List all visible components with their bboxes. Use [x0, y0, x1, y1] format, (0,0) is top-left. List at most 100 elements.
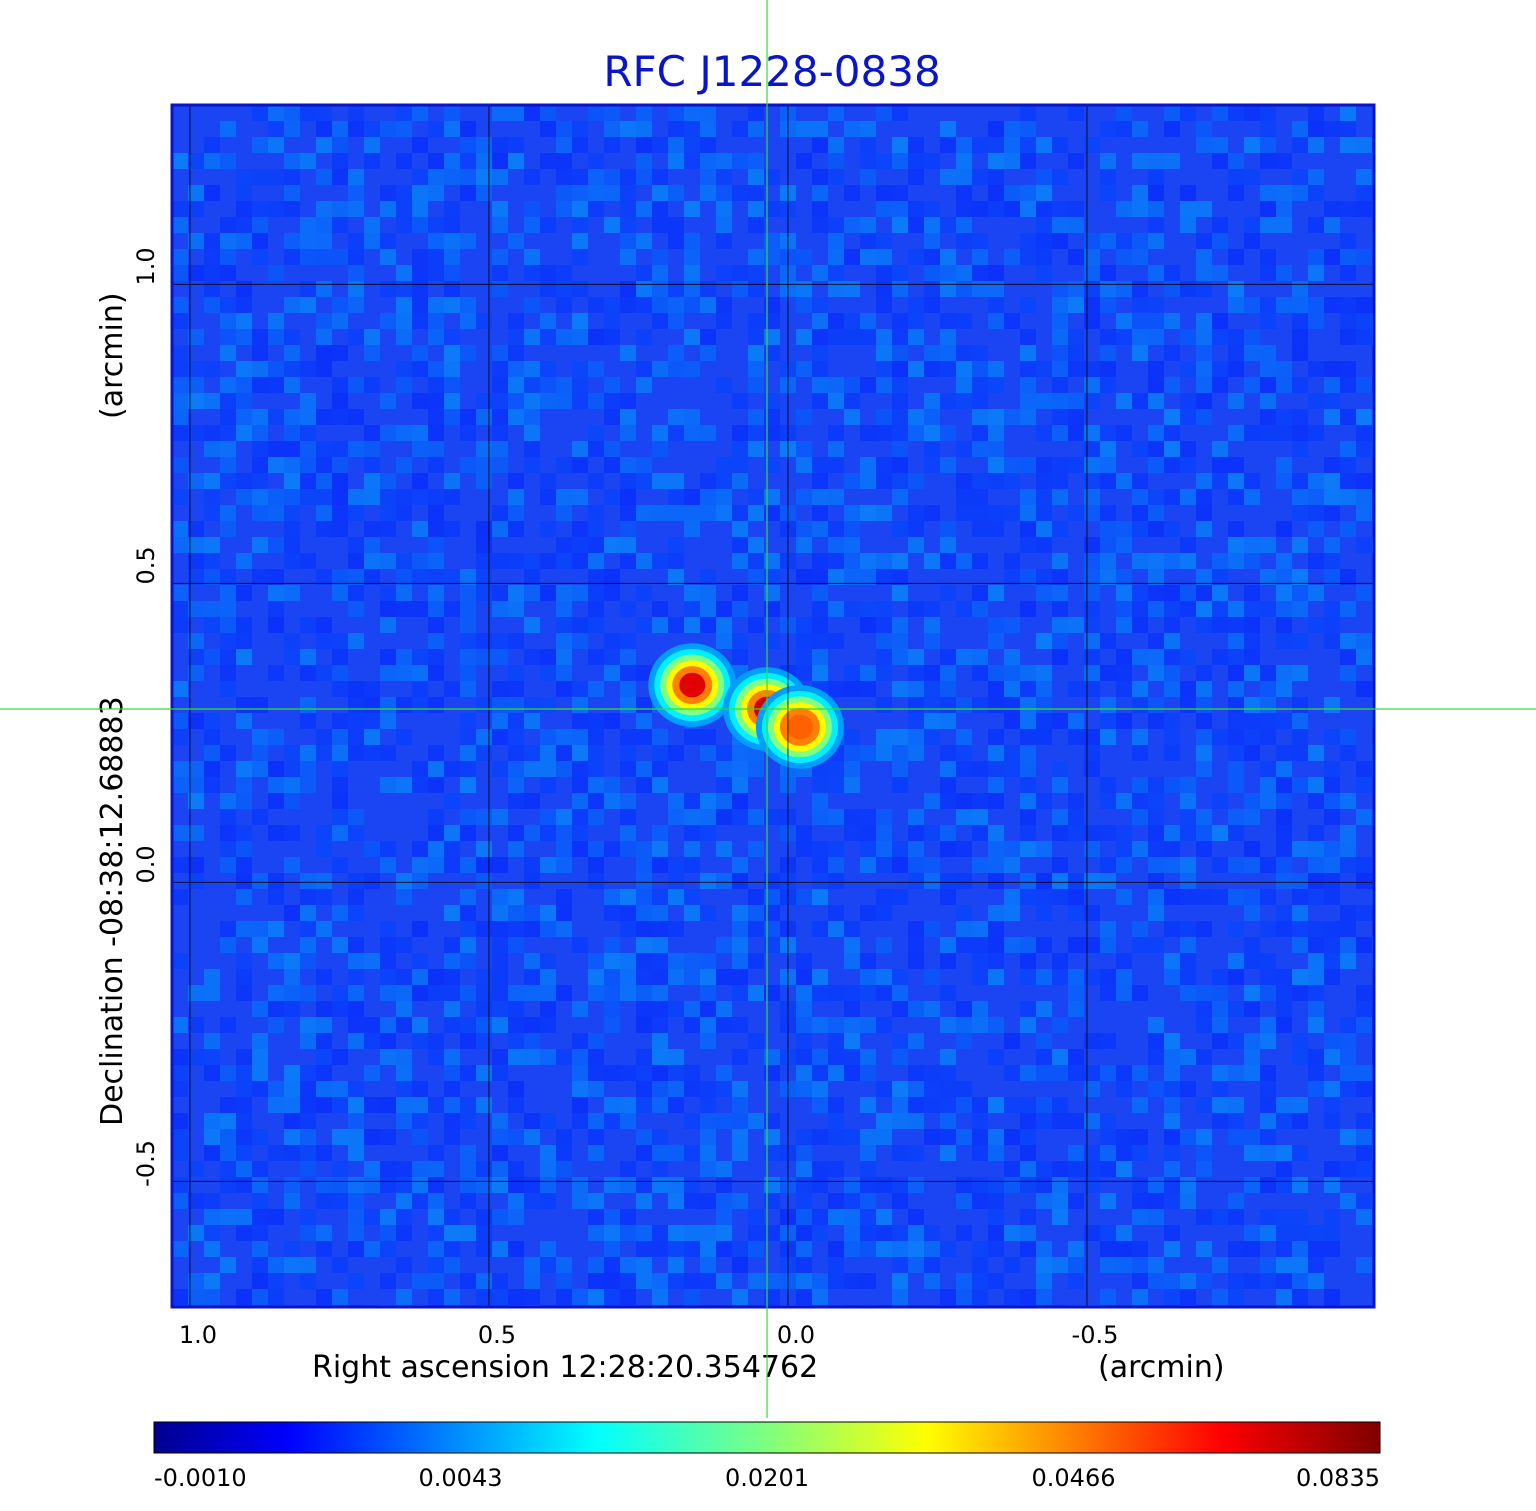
noise-cell — [1212, 729, 1228, 745]
noise-cell — [1116, 825, 1132, 841]
noise-cell — [172, 1113, 188, 1129]
noise-cell — [588, 1065, 604, 1081]
noise-cell — [1036, 1289, 1052, 1305]
noise-cell — [796, 329, 812, 345]
noise-cell — [380, 585, 396, 601]
noise-cell — [220, 825, 236, 841]
noise-cell — [508, 745, 524, 761]
noise-cell — [268, 1001, 284, 1017]
noise-cell — [924, 441, 940, 457]
noise-cell — [428, 169, 444, 185]
noise-cell — [316, 569, 332, 585]
noise-cell — [412, 1033, 428, 1049]
noise-cell — [860, 169, 876, 185]
noise-cell — [396, 585, 412, 601]
noise-cell — [1276, 873, 1292, 889]
noise-cell — [1020, 1017, 1036, 1033]
noise-cell — [700, 985, 716, 1001]
noise-cell — [684, 585, 700, 601]
noise-cell — [204, 1225, 220, 1241]
noise-cell — [604, 537, 620, 553]
noise-cell — [684, 825, 700, 841]
noise-cell — [1196, 1001, 1212, 1017]
noise-cell — [1164, 633, 1180, 649]
noise-cell — [812, 1049, 828, 1065]
noise-cell — [1020, 713, 1036, 729]
noise-cell — [748, 281, 764, 297]
noise-cell — [748, 489, 764, 505]
noise-cell — [1052, 201, 1068, 217]
noise-cell — [348, 937, 364, 953]
noise-cell — [1228, 969, 1244, 985]
noise-cell — [732, 1113, 748, 1129]
noise-cell — [428, 617, 444, 633]
noise-cell — [1100, 361, 1116, 377]
noise-cell — [1196, 1017, 1212, 1033]
noise-cell — [1340, 1065, 1356, 1081]
noise-cell — [476, 153, 492, 169]
noise-cell — [700, 425, 716, 441]
noise-cell — [988, 761, 1004, 777]
noise-cell — [700, 745, 716, 761]
noise-cell — [1164, 265, 1180, 281]
noise-cell — [1036, 201, 1052, 217]
noise-cell — [940, 361, 956, 377]
noise-cell — [412, 681, 428, 697]
noise-cell — [924, 729, 940, 745]
noise-cell — [604, 953, 620, 969]
noise-cell — [828, 521, 844, 537]
noise-cell — [252, 489, 268, 505]
noise-cell — [668, 281, 684, 297]
noise-cell — [732, 601, 748, 617]
noise-cell — [588, 537, 604, 553]
noise-cell — [188, 649, 204, 665]
noise-cell — [460, 713, 476, 729]
noise-cell — [860, 377, 876, 393]
noise-cell — [204, 1145, 220, 1161]
noise-cell — [620, 473, 636, 489]
noise-cell — [204, 393, 220, 409]
noise-cell — [860, 473, 876, 489]
noise-cell — [1020, 121, 1036, 137]
noise-cell — [508, 1241, 524, 1257]
noise-cell — [1004, 1161, 1020, 1177]
noise-cell — [940, 169, 956, 185]
noise-cell — [364, 953, 380, 969]
plot-area — [170, 103, 1376, 1309]
noise-cell — [1212, 1113, 1228, 1129]
noise-cell — [268, 537, 284, 553]
noise-cell — [460, 169, 476, 185]
noise-cell — [588, 585, 604, 601]
noise-cell — [844, 953, 860, 969]
noise-cell — [908, 713, 924, 729]
noise-cell — [1340, 489, 1356, 505]
noise-cell — [716, 873, 732, 889]
noise-cell — [940, 521, 956, 537]
noise-cell — [284, 761, 300, 777]
noise-cell — [252, 505, 268, 521]
noise-cell — [796, 1209, 812, 1225]
noise-cell — [524, 985, 540, 1001]
noise-cell — [364, 153, 380, 169]
noise-cell — [300, 1097, 316, 1113]
noise-cell — [348, 1209, 364, 1225]
noise-cell — [812, 489, 828, 505]
noise-cell — [1132, 233, 1148, 249]
noise-cell — [716, 761, 732, 777]
noise-cell — [1084, 1033, 1100, 1049]
noise-cell — [796, 297, 812, 313]
noise-cell — [332, 985, 348, 1001]
noise-cell — [428, 825, 444, 841]
noise-cell — [1244, 329, 1260, 345]
noise-cell — [1052, 1113, 1068, 1129]
noise-cell — [1036, 1241, 1052, 1257]
noise-cell — [940, 1145, 956, 1161]
noise-cell — [844, 1017, 860, 1033]
noise-cell — [556, 185, 572, 201]
noise-cell — [1020, 1065, 1036, 1081]
noise-cell — [284, 361, 300, 377]
noise-cell — [604, 1017, 620, 1033]
noise-cell — [1036, 457, 1052, 473]
noise-cell — [364, 681, 380, 697]
noise-cell — [412, 841, 428, 857]
